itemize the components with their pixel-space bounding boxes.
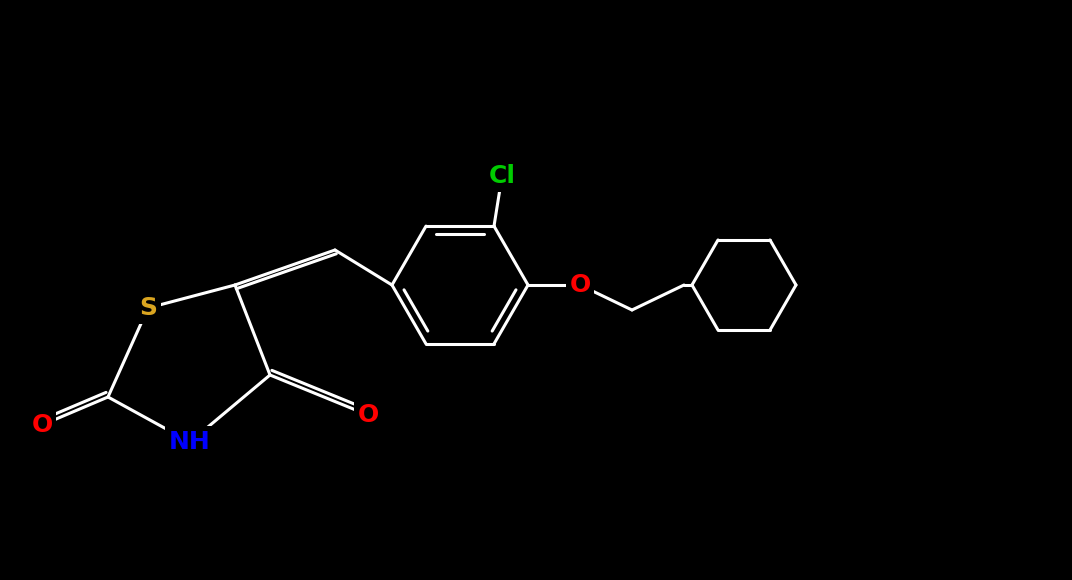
Text: O: O — [357, 403, 378, 427]
Text: Cl: Cl — [489, 164, 516, 188]
Text: O: O — [31, 413, 53, 437]
Text: O: O — [569, 273, 591, 297]
Text: S: S — [139, 296, 157, 320]
Text: NH: NH — [169, 430, 211, 454]
